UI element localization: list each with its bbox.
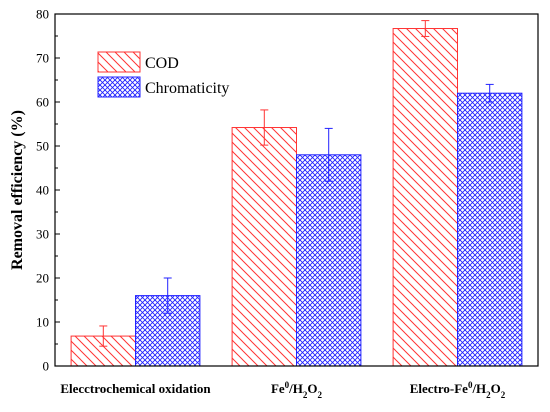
bar-cod [392, 28, 459, 367]
plot-area-frame [54, 13, 539, 367]
y-tick-label: 50 [36, 139, 49, 154]
legend-swatch-cod [97, 51, 141, 73]
bar-cod [231, 127, 298, 367]
y-tick-label: 80 [36, 7, 49, 22]
legend-label: COD [145, 55, 179, 72]
y-tick-label: 0 [43, 359, 50, 374]
bar-chromaticity [296, 154, 362, 367]
y-tick-label: 20 [36, 271, 49, 286]
legend-label: Chromaticity [145, 80, 229, 97]
y-tick-label: 60 [36, 95, 49, 110]
y-tick-label: 40 [36, 183, 49, 198]
y-tick-label: 30 [36, 227, 49, 242]
x-category-label: Elecctrochemical oxidation [60, 381, 211, 396]
legend-swatch-chromaticity [97, 76, 141, 98]
bar-chromaticity [457, 92, 523, 367]
y-tick-label: 70 [36, 51, 49, 66]
x-category-label: Electro-Fe0/H2O2 [410, 380, 506, 400]
y-axis-title: Removal efficiency (%) [9, 110, 26, 270]
y-tick-label: 10 [36, 315, 49, 330]
x-category-label: Fe0/H2O2 [271, 380, 323, 400]
